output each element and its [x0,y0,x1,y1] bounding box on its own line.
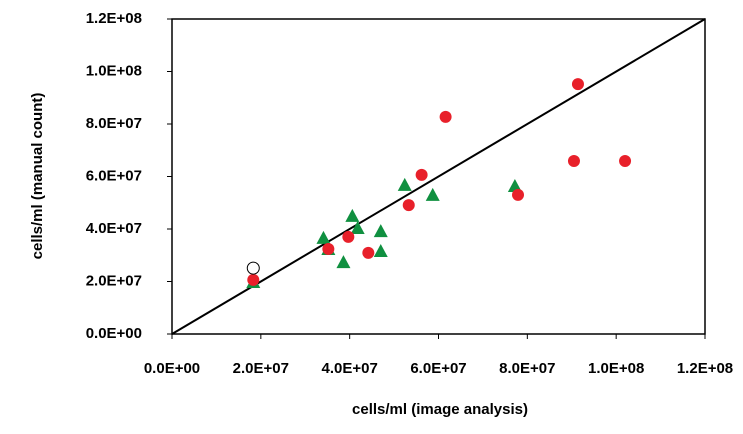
point [336,255,351,269]
x-tick-label: 1.0E+08 [588,360,644,377]
point [247,273,260,286]
point [507,178,522,192]
point [316,230,331,244]
point [342,230,355,243]
point [425,187,440,201]
x-tick-label: 8.0E+07 [499,360,555,377]
y-tick-label: 2.0E+07 [86,272,142,289]
point [322,242,335,255]
point [439,110,452,123]
point [362,246,375,259]
point [571,78,584,91]
point [373,244,388,258]
x-tick-label: 1.2E+08 [677,360,733,377]
x-tick-label: 0.0E+00 [144,360,200,377]
y-tick-label: 8.0E+07 [86,115,142,132]
point [345,208,360,222]
y-tick-label: 1.2E+08 [86,10,142,27]
y-tick-label: 4.0E+07 [86,220,142,237]
point [415,168,428,181]
point [246,261,260,275]
x-axis-label: cells/ml (image analysis) [352,401,528,418]
point [567,155,580,168]
point [619,155,632,168]
x-tick-label: 2.0E+07 [233,360,289,377]
point [512,188,525,201]
y-tick-label: 6.0E+07 [86,167,142,184]
point [350,220,365,234]
point [402,199,415,212]
identity-line [171,18,706,335]
x-tick-label: 6.0E+07 [410,360,466,377]
y-tick-label: 1.0E+08 [86,62,142,79]
point [397,177,412,191]
y-tick-label: 0.0E+00 [86,325,142,342]
y-axis-label: cells/ml (manual count) [29,93,46,260]
x-tick-label: 4.0E+07 [322,360,378,377]
point [373,224,388,238]
